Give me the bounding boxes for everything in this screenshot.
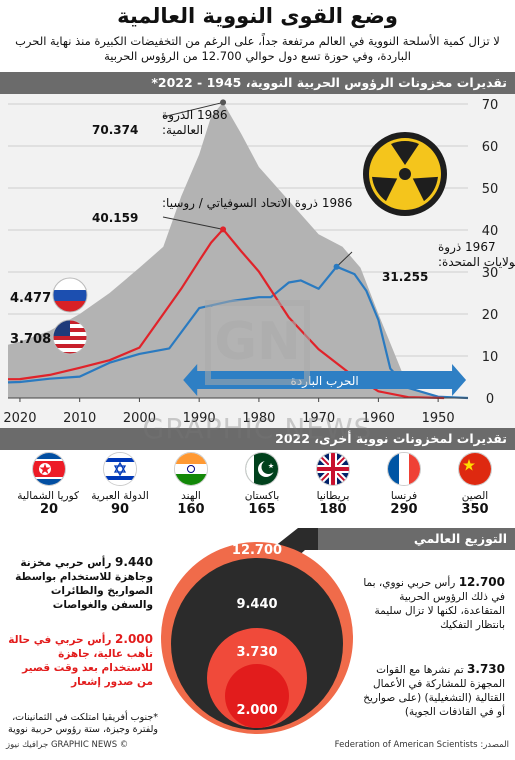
y-tick-label: 50 xyxy=(482,182,499,197)
radiation-icon xyxy=(363,132,447,216)
china-flag-icon xyxy=(458,452,492,486)
annotation-leader xyxy=(162,101,224,118)
country-value: 160 xyxy=(177,502,205,517)
annotation-value: 31.255 xyxy=(382,270,428,284)
countries-title-band: تقديرات لمخزونات نووية أخرى، 2022 xyxy=(0,428,515,450)
note-stockpile: 9.440 رأس حربي مخزنة وجاهزة للاستخدام بو… xyxy=(8,555,153,612)
circle-stockpile-label: 9.440 xyxy=(236,597,277,612)
note-total-value: 12.700 xyxy=(458,575,505,589)
country-item: الدولة العبرية 90 xyxy=(90,452,150,517)
graphic-credit: © GRAPHIC NEWS جرافيك نيوز xyxy=(6,740,129,750)
note-deployed-value: 3.730 xyxy=(467,662,505,676)
country-name: بريطانيا xyxy=(316,490,350,502)
usa-end-label: 3.708 xyxy=(10,332,51,347)
annotation-text: الولايات المتحدة: xyxy=(438,255,515,270)
series-global-area xyxy=(8,102,468,399)
y-tick-label: 0 xyxy=(486,392,494,407)
distribution-diagram: 12.700 9.440 3.730 2.000 xyxy=(161,528,353,734)
country-item: بريطانيا 180 xyxy=(303,452,363,517)
pakistan-flag-icon xyxy=(245,452,279,486)
stockpile-chart: 0 10 20 30 40 50 60 70 1950 1960 1970 1980 1990 2000 2… xyxy=(0,94,515,428)
country-value: 90 xyxy=(110,502,130,517)
country-name: كوريا الشمالية xyxy=(17,490,79,502)
annotation-text: العالمية: xyxy=(162,123,203,137)
chart-title-band: تقديرات مخزونات الرؤوس الحربية النووية، … xyxy=(0,72,515,94)
country-value: 290 xyxy=(390,502,418,517)
footnote: *جنوب أفريقيا امتلكت في الثمانينات، ولفت… xyxy=(8,712,158,735)
country-name: الدولة العبرية xyxy=(91,490,149,502)
note-stockpile-value: 9.440 xyxy=(115,555,153,569)
country-name: الهند xyxy=(181,490,201,502)
annotation-text: 1986 الذروة xyxy=(162,108,228,123)
x-tick-label: 1950 xyxy=(422,411,455,426)
israel-flag-icon xyxy=(103,452,137,486)
annotation-text: 1986 ذروة الاتحاد السوفياتي / روسيا: xyxy=(162,196,352,211)
y-tick-label: 60 xyxy=(482,140,499,155)
country-name: فرنسا xyxy=(390,490,418,502)
annotation-value: 70.374 xyxy=(92,123,138,137)
x-tick-label: 2020 xyxy=(3,411,36,426)
peak-marker xyxy=(220,99,227,106)
y-tick-label: 40 xyxy=(482,224,499,239)
cold-war-arrow-shape xyxy=(183,364,467,396)
y-tick-label: 30 xyxy=(482,266,499,281)
country-item: الصين 350 xyxy=(445,452,505,517)
uk-flag-icon xyxy=(316,452,350,486)
series-usa-line xyxy=(7,265,469,400)
country-value: 20 xyxy=(39,502,59,517)
country-name: باكستان xyxy=(244,490,280,502)
annotation-leader xyxy=(162,216,224,230)
russia-end-label: 4.477 xyxy=(10,291,51,306)
y-tick-label: 10 xyxy=(482,350,499,365)
cold-war-label: الحرب الباردة xyxy=(291,374,359,389)
note-stockpile-text: رأس حربي مخزنة وجاهزة للاستخدام بواسطة ا… xyxy=(15,557,153,611)
page-subtitle: لا تزال كمية الأسلحة النووية في العالم م… xyxy=(15,34,500,63)
x-tick-label: 1970 xyxy=(302,411,335,426)
area-layer xyxy=(8,102,468,399)
ticks-layer: 0 10 20 30 40 50 60 70 1950 1960 1970 1980 1990 2000 2… xyxy=(3,98,498,426)
country-name: الصين xyxy=(461,490,489,502)
note-alert: 2.000 رأس حربي في حالة تأهب عالية، جاهزة… xyxy=(8,632,153,689)
russia-flag-icon xyxy=(52,277,88,313)
note-deployed-text: تم نشرها مع القوات المجهزة للمشاركة في ا… xyxy=(363,664,505,718)
country-item: الهند 160 xyxy=(161,452,221,517)
country-item: فرنسا 290 xyxy=(374,452,434,517)
distribution-title-band: التوزيع العالمي xyxy=(305,528,515,550)
country-item: كوريا الشمالية 20 xyxy=(17,452,79,517)
x-tick-label: 2010 xyxy=(63,411,96,426)
annotation-value: 40.159 xyxy=(92,211,138,225)
country-item: باكستان 165 xyxy=(232,452,292,517)
peak-marker xyxy=(333,263,340,270)
x-tick-label: 1990 xyxy=(183,411,216,426)
y-tick-label: 70 xyxy=(482,98,499,113)
circle-alert-label: 2.000 xyxy=(236,703,277,718)
x-tick-label: 2000 xyxy=(123,411,156,426)
y-tick-label: 20 xyxy=(482,308,499,323)
country-value: 350 xyxy=(461,502,489,517)
note-alert-value: 2.000 xyxy=(115,632,153,646)
peak-marker xyxy=(220,226,227,233)
annotation-leader xyxy=(336,251,353,268)
circle-alert xyxy=(225,664,289,728)
annotation-text: 1967 ذروة xyxy=(438,240,496,255)
circle-deployed-label: 3.730 xyxy=(236,645,277,660)
note-total: 12.700 رأس حربي نووي، بما في ذلك الرؤوس … xyxy=(360,575,505,632)
page-title: وضع القوى النووية العالمية xyxy=(117,4,398,28)
note-deployed: 3.730 تم نشرها مع القوات المجهزة للمشارك… xyxy=(360,662,505,719)
country-value: 165 xyxy=(248,502,276,517)
circle-total-label: 12.700 xyxy=(232,543,282,558)
x-tick-label: 1960 xyxy=(362,411,395,426)
northkorea-flag-icon xyxy=(32,452,66,486)
x-tick-label: 1980 xyxy=(242,411,275,426)
source-credit: المصدر: Federation of American Scientist… xyxy=(334,740,509,750)
france-flag-icon xyxy=(387,452,421,486)
note-total-text: رأس حربي نووي، بما في ذلك الرؤوس الحربية… xyxy=(363,577,505,631)
country-value: 180 xyxy=(319,502,347,517)
note-alert-text: رأس حربي في حالة تأهب عالية، جاهزة للاست… xyxy=(8,634,153,688)
india-flag-icon xyxy=(174,452,208,486)
